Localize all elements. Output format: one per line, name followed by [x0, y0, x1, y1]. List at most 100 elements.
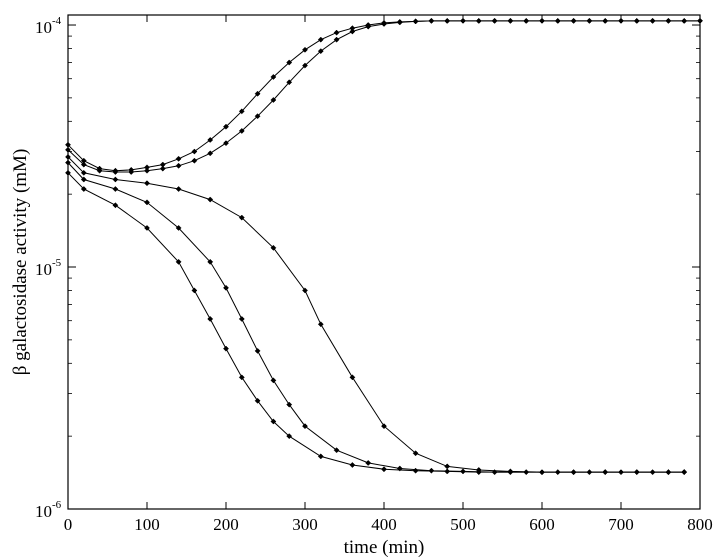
data-point [349, 462, 356, 468]
y-tick-label: 10-6 [35, 499, 62, 521]
x-tick-label: 0 [64, 515, 73, 534]
x-tick-label: 100 [134, 515, 160, 534]
data-point [365, 23, 372, 30]
data-point [80, 161, 87, 168]
data-point [396, 465, 403, 472]
data-point [475, 17, 482, 24]
series-layer [65, 17, 703, 476]
data-point [112, 169, 119, 175]
x-axis-ticks: 0 100 200 300 400 500 600 700 800 [64, 15, 713, 534]
data-point [539, 469, 545, 476]
y-tick-label: 10-5 [35, 257, 62, 279]
x-tick-label: 400 [371, 515, 397, 534]
y-tick-base: 10 [35, 260, 52, 279]
data-point [333, 36, 340, 43]
data-point [317, 453, 324, 460]
data-point [254, 90, 261, 97]
data-point [112, 202, 119, 209]
data-point [539, 17, 545, 24]
data-point [238, 374, 245, 381]
x-axis-title: time (min) [344, 537, 425, 557]
data-point [223, 284, 229, 291]
data-point [112, 186, 119, 192]
data-point [412, 450, 419, 457]
data-point [270, 74, 277, 80]
data-point [191, 157, 198, 164]
data-point [396, 19, 403, 26]
data-point [317, 48, 324, 55]
data-point [333, 447, 340, 454]
y-tick-exponent: -6 [52, 499, 62, 511]
data-point [412, 467, 419, 474]
data-point [270, 377, 277, 384]
data-point [507, 17, 514, 24]
data-point [286, 401, 293, 408]
data-point [112, 176, 119, 183]
y-axis-ticks: 10-610-510-4 [35, 15, 700, 521]
series-line [67, 156, 685, 473]
data-point [80, 169, 87, 176]
data-point [191, 148, 198, 155]
x-tick-label: 700 [608, 515, 634, 534]
data-point [207, 136, 214, 143]
x-tick-label: 600 [529, 515, 555, 534]
data-point [144, 225, 150, 231]
data-point [444, 468, 451, 475]
data-point [665, 17, 672, 24]
y-tick-exponent: -4 [52, 15, 62, 27]
series-line [67, 162, 685, 473]
data-point [128, 169, 135, 175]
data-point [175, 186, 182, 192]
data-point [460, 17, 466, 24]
series-line [67, 20, 700, 172]
data-point [175, 258, 182, 265]
data-point [349, 374, 356, 381]
y-tick-base: 10 [35, 502, 52, 521]
data-point [144, 199, 150, 206]
data-point [175, 155, 182, 162]
data-point [317, 36, 324, 43]
x-tick-label: 200 [213, 515, 239, 534]
data-point [270, 97, 277, 103]
data-point [96, 167, 103, 174]
data-point [286, 59, 293, 66]
data-point [444, 17, 451, 24]
series-2 [65, 17, 703, 175]
data-point [428, 17, 435, 24]
data-point [570, 17, 577, 24]
data-point [191, 287, 198, 294]
data-point [238, 214, 245, 221]
series-line [67, 172, 685, 473]
data-point [475, 469, 482, 476]
y-axis-title: β galactosidase activity (mM) [10, 149, 31, 376]
y-tick-base: 10 [35, 18, 52, 37]
series-4 [65, 159, 688, 476]
data-point [207, 150, 214, 157]
data-point [80, 176, 87, 183]
data-point [223, 123, 229, 130]
data-point [381, 423, 387, 430]
data-point [381, 21, 387, 27]
data-point [381, 466, 387, 473]
data-point [302, 423, 308, 430]
data-point [238, 108, 245, 115]
series-3 [65, 153, 688, 476]
data-point [586, 17, 593, 24]
data-point [665, 469, 672, 476]
data-point [491, 17, 498, 24]
data-point [238, 127, 245, 134]
series-1 [65, 17, 703, 174]
x-tick-label: 300 [292, 515, 318, 534]
data-point [223, 345, 229, 352]
data-point [254, 397, 261, 404]
data-point [144, 180, 150, 187]
y-tick-exponent: -5 [52, 257, 62, 269]
data-point [523, 17, 530, 24]
data-point [223, 140, 229, 147]
x-tick-label: 500 [450, 515, 476, 534]
data-point [507, 469, 514, 476]
data-point [207, 316, 214, 322]
data-point [144, 167, 150, 174]
data-point [602, 469, 609, 476]
